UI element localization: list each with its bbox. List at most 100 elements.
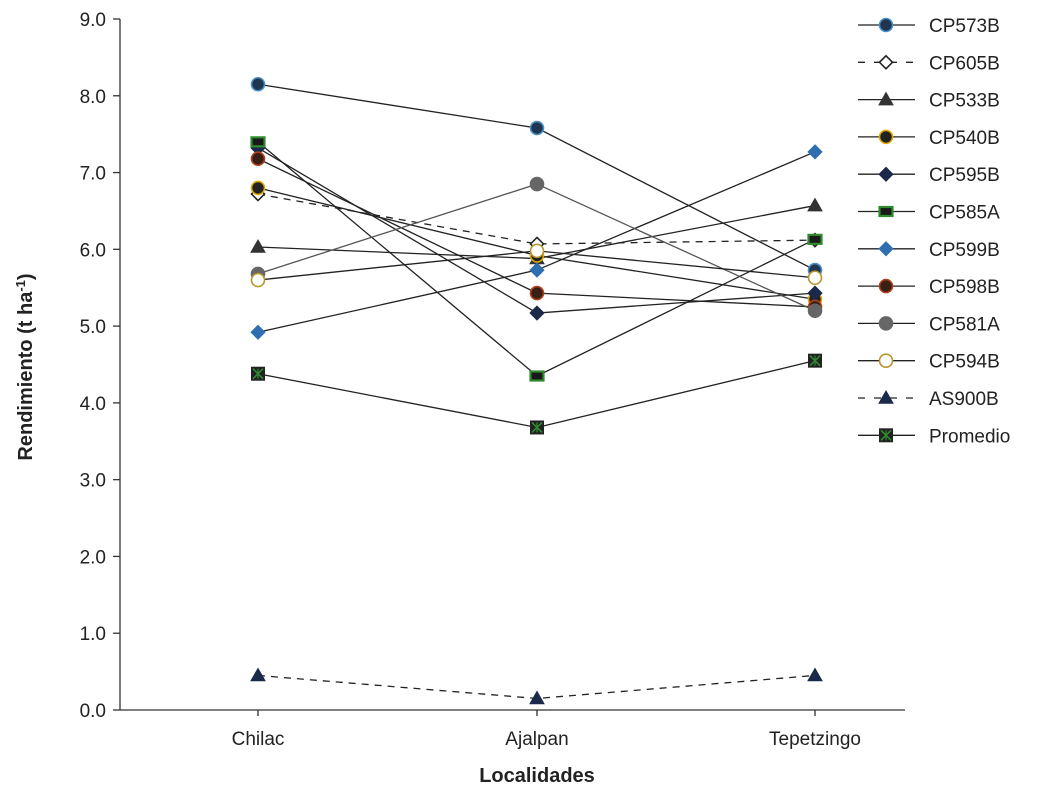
legend-marker-cp599b <box>878 241 894 257</box>
point-as900b-chilac <box>250 667 266 682</box>
point-cp599b-chilac <box>250 324 266 340</box>
y-tick-label: 6.0 <box>80 240 106 261</box>
marker-shape <box>807 667 823 682</box>
point-cp585a-tepetzingo <box>807 233 823 245</box>
marker-shape <box>529 370 545 382</box>
y-tick-label: 1.0 <box>80 624 106 645</box>
point-cp533b-tepetzingo <box>807 197 823 212</box>
point-cp581a-ajalpan <box>529 176 545 192</box>
y-axis-title: Rendimiento (t ha-1) <box>13 273 37 460</box>
marker-shape <box>878 91 894 106</box>
marker-shape <box>529 690 545 705</box>
marker-shape <box>878 316 894 331</box>
legend-label: CP540B <box>929 128 1000 149</box>
point-cp573b-chilac <box>250 76 266 92</box>
marker-shape <box>529 285 545 301</box>
marker-shape <box>878 129 894 145</box>
point-as900b-ajalpan <box>529 690 545 705</box>
series-markers <box>250 76 823 705</box>
point-cp585a-ajalpan <box>529 370 545 382</box>
legend-item-promedio: Promedio <box>858 426 1010 447</box>
marker-shape <box>807 197 823 212</box>
legend-item-cp573b: CP573B <box>858 16 1000 37</box>
marker-shape <box>807 270 823 286</box>
legend-item-cp605b: CP605B <box>858 53 1000 74</box>
legend-item-cp533b: CP533B <box>858 91 1000 112</box>
legend-item-cp540b: CP540B <box>858 128 1000 149</box>
legend-marker-cp581a <box>878 316 894 331</box>
y-tick-label: 5.0 <box>80 317 106 338</box>
point-cp599b-ajalpan <box>529 262 545 278</box>
legend-label: CP594B <box>929 352 1000 373</box>
marker-shape <box>878 205 894 218</box>
legend-label: CP581A <box>929 314 1000 335</box>
x-axis-title: Localidades <box>479 765 595 787</box>
point-cp594b-chilac <box>250 272 266 288</box>
marker-shape <box>807 233 823 245</box>
point-promedio-tepetzingo <box>808 353 822 368</box>
legend-label: CP533B <box>929 91 1000 112</box>
legend-item-cp598b: CP598B <box>858 277 1000 298</box>
point-cp573b-ajalpan <box>529 120 545 136</box>
marker-shape <box>529 262 545 278</box>
marker-shape <box>529 176 545 192</box>
y-tick-label: 4.0 <box>80 394 106 415</box>
y-tick-label: 7.0 <box>80 164 106 185</box>
marker-shape <box>529 243 545 259</box>
marker-shape <box>250 272 266 288</box>
marker-shape <box>807 285 823 301</box>
marker-shape <box>878 166 894 182</box>
marker-shape <box>878 241 894 257</box>
marker-shape <box>250 180 266 196</box>
marker-shape <box>878 353 894 369</box>
legend-item-cp585a: CP585A <box>858 203 1000 224</box>
legend-label: CP595B <box>929 165 1000 186</box>
legend-item-cp595b: CP595B <box>858 165 1000 186</box>
x-tick-label: Ajalpan <box>505 729 568 750</box>
series-line-cp605b <box>257 193 816 245</box>
marker-shape <box>807 144 823 160</box>
y-tick-label: 0.0 <box>80 701 106 722</box>
legend-item-cp581a: CP581A <box>858 314 1000 335</box>
legend: CP573B CP605B CP533B CP540B CP595B CP585A CP59… <box>858 16 1010 447</box>
axes: 0.0 1.0 2.0 3.0 4.0 5.0 6.0 7.0 8.0 9.0 Chilac Ajal… <box>80 10 905 750</box>
point-cp581a-tepetzingo <box>807 303 823 319</box>
legend-marker-promedio <box>879 428 893 443</box>
point-cp599b-tepetzingo <box>807 144 823 160</box>
x-tick-label: Tepetzingo <box>769 729 861 750</box>
point-cp585a-chilac <box>250 136 266 148</box>
marker-shape <box>250 324 266 340</box>
point-cp540b-chilac <box>250 180 266 196</box>
legend-item-as900b: AS900B <box>858 389 999 410</box>
marker-shape <box>250 667 266 682</box>
legend-label: AS900B <box>929 389 999 410</box>
marker-shape <box>250 151 266 167</box>
marker-shape <box>250 239 266 253</box>
legend-marker-as900b <box>878 389 894 404</box>
legend-label: Promedio <box>929 426 1010 447</box>
legend-marker-cp533b <box>878 91 894 106</box>
point-promedio-chilac <box>251 366 265 381</box>
legend-label: CP573B <box>929 16 1000 37</box>
y-tick-label: 2.0 <box>80 547 106 568</box>
legend-label: CP599B <box>929 240 1000 261</box>
point-cp595b-tepetzingo <box>807 285 823 301</box>
legend-marker-cp594b <box>878 353 894 369</box>
marker-shape <box>529 305 545 321</box>
y-axis-title-main: Rendimiento (t ha <box>15 291 37 461</box>
legend-label: CP585A <box>929 203 1000 224</box>
marker-shape <box>250 76 266 92</box>
legend-item-cp599b: CP599B <box>858 240 1000 261</box>
point-promedio-ajalpan <box>530 420 544 435</box>
marker-shape <box>878 389 894 404</box>
legend-marker-cp573b <box>878 17 894 33</box>
legend-label: CP598B <box>929 277 1000 298</box>
point-cp533b-chilac <box>250 239 266 253</box>
point-cp594b-tepetzingo <box>807 270 823 286</box>
series-lines <box>257 83 816 700</box>
marker-shape <box>807 303 823 319</box>
y-tick-label: 3.0 <box>80 471 106 492</box>
legend-marker-cp605b <box>878 54 894 70</box>
